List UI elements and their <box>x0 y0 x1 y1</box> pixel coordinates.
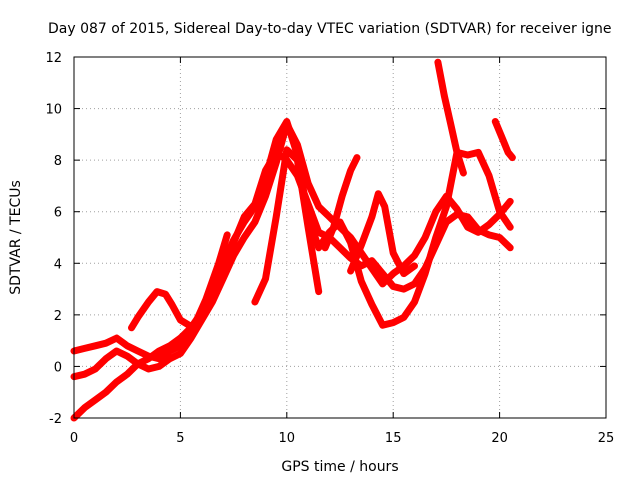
x-tick-label: 10 <box>279 431 296 446</box>
x-tick-label: 5 <box>176 431 184 446</box>
y-tick-label: 6 <box>54 206 62 221</box>
y-axis-label: SDTVAR / TECUs <box>8 180 24 295</box>
y-tick-label: 10 <box>45 103 62 118</box>
series-track-8 <box>434 58 467 177</box>
y-tick-label: -2 <box>49 412 62 427</box>
grid <box>74 57 606 418</box>
series-track-6 <box>321 154 361 252</box>
y-tick-label: 8 <box>54 154 62 169</box>
plot-frame <box>73 56 607 419</box>
y-tick-label: 12 <box>45 51 62 66</box>
series-track-7 <box>347 190 418 278</box>
y-tick-label: 2 <box>54 309 62 324</box>
x-axis-label: GPS time / hours <box>281 459 398 475</box>
x-tick-label: 0 <box>70 431 78 446</box>
series-track-1 <box>70 148 514 363</box>
x-tick-label: 15 <box>385 431 402 446</box>
series-track-3 <box>70 118 514 422</box>
series-track-5 <box>251 146 323 306</box>
series-track-4 <box>128 231 231 332</box>
series-track-9 <box>491 118 516 162</box>
x-tick-label: 25 <box>598 431 615 446</box>
chart-title: Day 087 of 2015, Sidereal Day-to-day VTE… <box>48 21 611 37</box>
series-layer <box>70 58 516 422</box>
y-tick-label: 0 <box>54 360 62 375</box>
axis-ticks: 0 5 10 15 20 25 -2 0 2 4 6 8 10 12 <box>45 51 614 446</box>
y-tick-label: 4 <box>54 257 62 272</box>
x-tick-label: 20 <box>491 431 508 446</box>
